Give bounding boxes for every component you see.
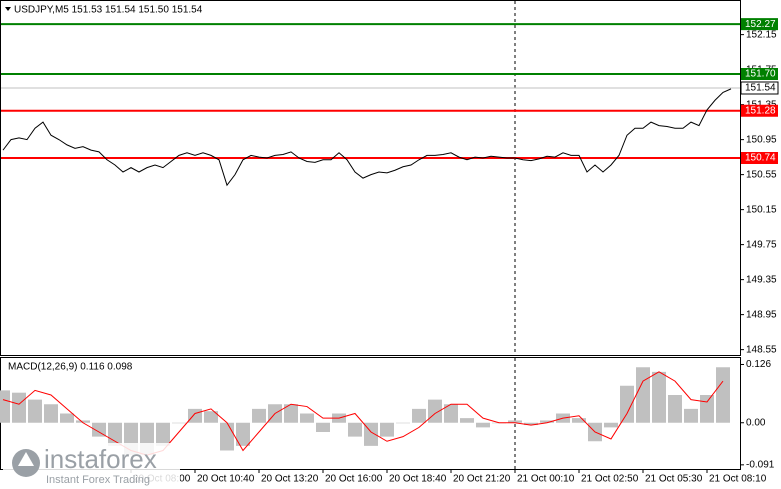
macd-bar <box>620 385 634 423</box>
macd-bar <box>508 420 522 423</box>
level-label-box <box>741 104 778 117</box>
macd-bar <box>412 408 426 423</box>
y-tick-label: 152.15 <box>746 29 777 40</box>
y-tick-label: 0.00 <box>746 417 766 428</box>
chart-title: USDJPY,M5 151.53 151.54 151.50 151.54 <box>14 5 203 16</box>
macd-bar <box>188 408 202 423</box>
macd-bar <box>220 422 234 451</box>
level-label: 152.27 <box>745 19 776 30</box>
x-tick-label: 21 Oct 08:10 <box>709 474 767 485</box>
macd-bar <box>604 422 618 428</box>
last-price-box <box>740 81 779 95</box>
watermark-icon-mark <box>18 452 34 466</box>
x-tick-label: 20 Oct 21:20 <box>453 474 511 485</box>
macd-bar <box>76 420 90 423</box>
y-tick-label: 148.55 <box>746 344 777 355</box>
x-tick-label: 21 Oct 00:10 <box>517 474 575 485</box>
y-tick-label: 150.95 <box>746 134 777 145</box>
macd-bar <box>28 399 42 423</box>
level-label: 150.74 <box>745 153 776 164</box>
y-tick-label: 149.75 <box>746 239 777 250</box>
macd-bar <box>380 422 394 437</box>
macd-bar <box>236 422 250 446</box>
macd-bar <box>700 395 714 423</box>
level-label-box <box>741 152 778 164</box>
y-tick-label: 148.95 <box>746 309 777 320</box>
macd-bar <box>524 422 538 426</box>
x-tick-label: 20 Oct 18:40 <box>389 474 447 485</box>
watermark-brand: instaforex <box>44 444 157 474</box>
level-label: 151.70 <box>745 69 776 80</box>
x-tick-label: 20 Oct 10:40 <box>197 474 255 485</box>
macd-title: MACD(12,26,9) 0.116 0.098 <box>8 362 133 373</box>
y-tick-label: 149.35 <box>746 274 777 285</box>
x-tick-label: 20 Oct 16:00 <box>325 474 383 485</box>
macd-bar <box>0 390 10 423</box>
macd-bar <box>156 422 170 446</box>
macd-bar <box>316 422 330 432</box>
y-tick-label: 150.15 <box>746 204 777 215</box>
macd-bar <box>204 411 218 423</box>
y-tick-label: 0.126 <box>746 359 771 370</box>
price-panel-frame <box>0 0 741 356</box>
macd-bar <box>284 404 298 423</box>
price-line <box>2 88 732 187</box>
macd-bar <box>716 367 730 423</box>
x-tick-label: 21 Oct 05:30 <box>645 474 703 485</box>
macd-bar <box>668 395 682 423</box>
y-tick-label: -0.091 <box>746 459 775 470</box>
watermark-tagline: Instant Forex Trading <box>46 474 150 486</box>
menu-arrow <box>5 7 11 11</box>
macd-bar <box>92 422 106 437</box>
macd-bar <box>684 408 698 423</box>
y-tick-label: 150.55 <box>746 169 777 180</box>
macd-bar <box>652 371 666 423</box>
level-label-box <box>741 68 778 80</box>
plot: 152.15151.75151.35150.95150.55150.15149.… <box>0 18 779 485</box>
watermark: instaforex Instant Forex Trading <box>3 443 180 487</box>
macd-bar <box>108 422 122 446</box>
macd-bar <box>12 392 26 423</box>
level-label-box <box>741 18 778 31</box>
macd-bar <box>172 422 186 424</box>
macd-bar <box>44 404 58 423</box>
last-price-label: 151.54 <box>745 83 776 94</box>
macd-bar <box>396 422 410 424</box>
macd-bar <box>572 418 586 423</box>
macd-bar <box>540 420 554 423</box>
macd-bar <box>444 404 458 423</box>
macd-bar <box>476 422 490 428</box>
macd-bar <box>252 408 266 423</box>
macd-bar <box>300 413 314 423</box>
macd-bar <box>636 367 650 423</box>
macd-bar <box>460 418 474 423</box>
x-tick-label: 21 Oct 02:50 <box>581 474 639 485</box>
macd-bar <box>348 422 362 437</box>
macd-bar <box>60 413 74 423</box>
level-label: 151.28 <box>745 105 776 116</box>
x-tick-label: 20 Oct 13:20 <box>261 474 319 485</box>
